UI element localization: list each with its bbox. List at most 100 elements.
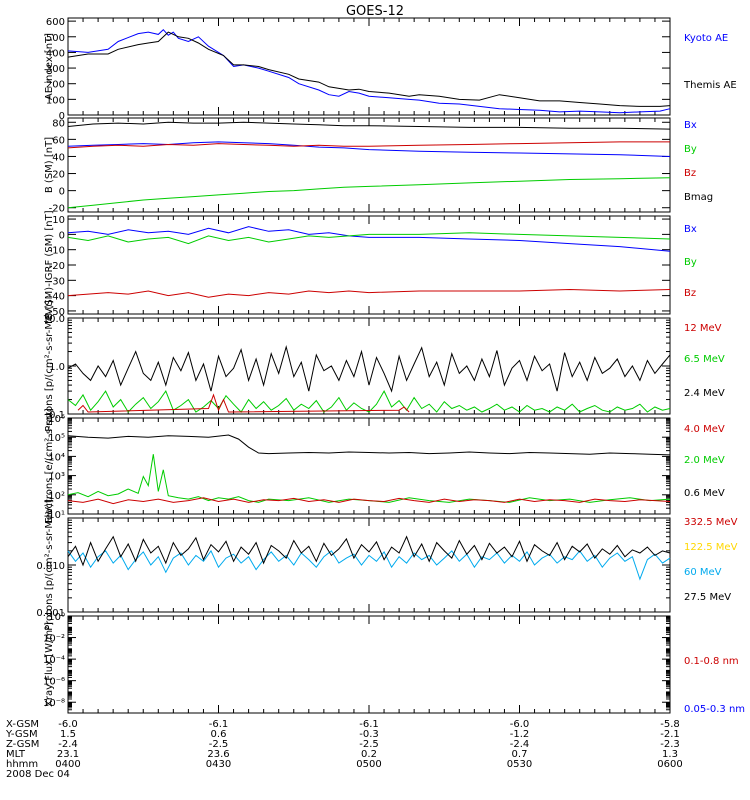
legend-entry: 332.5 MeV <box>684 517 738 528</box>
y-tick-label: -20 <box>49 261 65 272</box>
y-tick-label: 100 <box>46 95 65 106</box>
x-axis-row-value: -2.5 <box>209 739 229 750</box>
y-tick-label: -10 <box>49 246 65 257</box>
x-axis-row-label: Z-GSM <box>6 739 39 750</box>
legend-entry: 122.5 MeV <box>684 542 738 553</box>
x-axis-row-value: -2.3 <box>660 739 680 750</box>
y-tick-label: 10⁶ <box>48 414 65 425</box>
y-axis-label: Electrons [e/(cm²-s-sr)] <box>44 408 55 524</box>
y-tick-label: 80 <box>52 118 65 129</box>
legend-entry: 4.0 MeV <box>684 424 725 435</box>
x-axis-row-value: -6.1 <box>209 719 229 730</box>
series-line <box>77 393 410 413</box>
x-axis-row-value: -2.4 <box>510 739 530 750</box>
x-axis-row-value: -6.0 <box>58 719 78 730</box>
plot-title: GOES-12 <box>346 4 404 19</box>
y-tick-label: 0 <box>59 187 65 198</box>
series-line <box>67 141 670 149</box>
y-tick-label: 60 <box>52 135 65 146</box>
y-tick-label: 1.0 <box>49 362 65 373</box>
legend-entry: Bx <box>684 224 697 235</box>
x-axis-row-label: Y-GSM <box>5 729 38 740</box>
series-line <box>67 497 671 505</box>
series-line <box>67 121 671 130</box>
y-tick-label: 300 <box>46 64 65 75</box>
x-axis-row-label: hhmm <box>6 759 38 770</box>
y-axis-label: Protons [p/(cm²-s-sr-MeV)] <box>44 300 55 432</box>
x-axis-row-value: -2.4 <box>58 739 78 750</box>
y-tick-label: -30 <box>49 276 65 287</box>
x-axis-row-value: 23.6 <box>207 749 229 760</box>
x-axis-row-value: -1.2 <box>510 729 530 740</box>
y-tick-label: 10⁻⁴ <box>43 655 65 666</box>
x-axis-table: X-GSM -6.0 -6.1 -6.1 -6.0 -5.8 Y-GSM 1.5 0.6 -0.3… <box>5 719 683 780</box>
y-tick-label: 10⁻² <box>43 634 65 645</box>
series-line <box>67 232 671 245</box>
panel-frame <box>67 517 671 613</box>
panel-frame <box>67 215 671 315</box>
series-line <box>67 288 671 298</box>
x-axis-row-value: -6.0 <box>510 719 530 730</box>
x-axis-row-value: 0400 <box>55 759 80 770</box>
series-line <box>67 177 671 209</box>
series-line <box>67 344 671 393</box>
panel-frame <box>67 317 671 415</box>
y-tick-label: 600 <box>46 17 65 28</box>
y-tick-label: 10⁴ <box>48 452 65 463</box>
series-line <box>67 31 671 107</box>
panel-1: -20 0 20 40 60 80 B (SM) [nT] Bx By Bz Bmag <box>44 117 713 215</box>
legend-entry: 6.5 MeV <box>684 354 725 365</box>
y-axis-label: Xray Flux [W/m²] <box>44 622 55 707</box>
y-tick-label: -40 <box>49 292 65 303</box>
x-axis-row-value: 0.6 <box>211 729 227 740</box>
x-axis-row-value: 0430 <box>206 759 231 770</box>
x-axis-row-value: -6.1 <box>359 719 379 730</box>
panel-frame <box>67 17 671 116</box>
y-axis-label: Protons [p/(cm²-s-sr-MeV)] <box>44 499 55 631</box>
series-line <box>67 454 671 503</box>
y-tick-label: 10² <box>48 491 65 502</box>
series-line <box>67 28 671 114</box>
x-axis-row-value: 1.3 <box>662 749 678 760</box>
legend-entry: Bz <box>684 288 696 299</box>
legend-entry: 60 MeV <box>684 567 722 578</box>
y-tick-label: 10.0 <box>43 314 65 325</box>
y-tick-label: -20 <box>49 204 65 215</box>
panel-2: -50 -40 -30 -20 -10 0 10B (SM)-IGRF (SM) [nT] B… <box>44 210 697 319</box>
legend-entry: 0.1-0.8 nm <box>684 656 739 667</box>
legend-entry: Bz <box>684 168 696 179</box>
x-axis-row-value: 0500 <box>356 759 381 770</box>
x-axis-row-value: -5.8 <box>660 719 680 730</box>
panel-frame <box>67 615 671 714</box>
y-tick-label: 0 <box>59 111 65 122</box>
y-axis-label: AE index [nT] <box>44 33 55 100</box>
y-tick-label: 0.1 <box>49 410 65 421</box>
y-tick-label: 10⁻⁶ <box>43 677 65 688</box>
legend-entry: By <box>684 257 697 268</box>
series-line <box>67 226 671 252</box>
legend-entry: 2.4 MeV <box>684 388 725 399</box>
legend-entry: Themis AE <box>683 80 737 91</box>
y-tick-label: 200 <box>46 80 65 91</box>
series-line <box>67 549 671 581</box>
y-tick-label: 10⁰ <box>48 612 65 623</box>
legend-entry: 27.5 MeV <box>684 592 731 603</box>
y-tick-label: 40 <box>52 152 65 163</box>
x-axis-row-label: MLT <box>6 749 26 760</box>
y-tick-label: 10¹ <box>48 510 65 521</box>
y-tick-label: 10 <box>52 215 65 226</box>
series-line <box>67 141 671 157</box>
x-axis-row-value: 1.5 <box>60 729 76 740</box>
y-tick-label: 400 <box>46 48 65 59</box>
y-tick-label: 0.001 <box>36 608 65 619</box>
y-tick-label: 500 <box>46 33 65 44</box>
legend-entry: 0.6 MeV <box>684 488 725 499</box>
x-axis-row-label: X-GSM <box>6 719 39 730</box>
panel-frame <box>67 117 671 213</box>
x-axis-row-value: 0530 <box>507 759 532 770</box>
y-axis-label: B (SM) [nT] <box>44 137 55 193</box>
